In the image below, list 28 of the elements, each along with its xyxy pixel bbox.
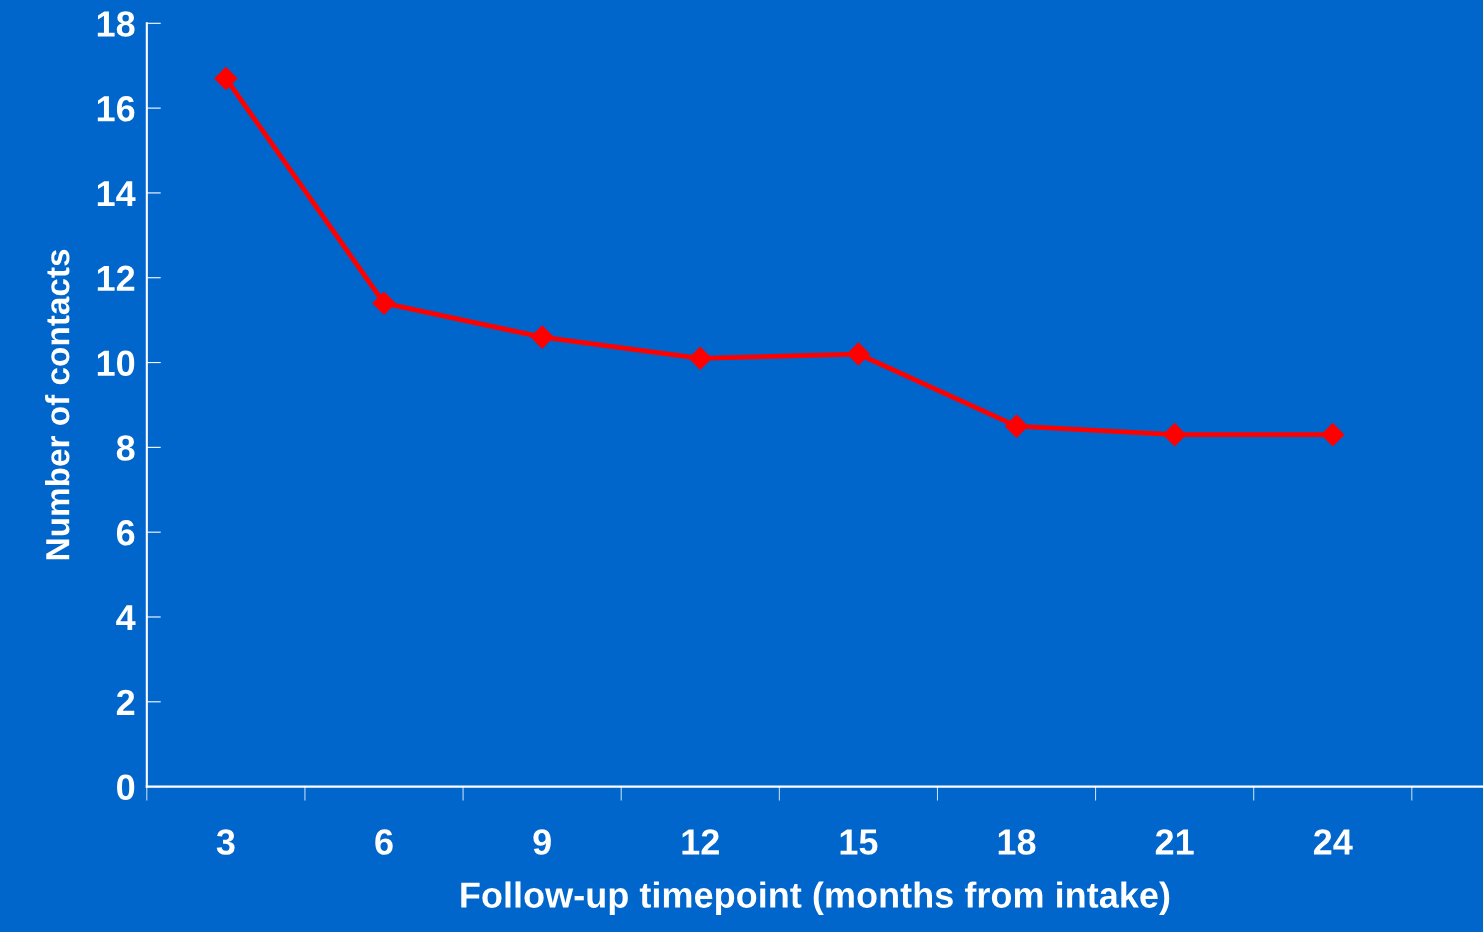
x-tick-label: 9 — [533, 829, 551, 855]
y-tick-label: 18 — [97, 11, 135, 37]
point — [846, 342, 870, 366]
x-tick-label: 18 — [998, 829, 1036, 855]
x-tick-label: 24 — [1313, 829, 1353, 855]
x-axis-title: Follow-up timepoint (months from intake) — [461, 881, 1170, 916]
y-tick-label: 4 — [116, 605, 136, 631]
x-tick-label: 3 — [216, 829, 235, 855]
point — [372, 291, 396, 315]
y-tick-label: 16 — [97, 95, 135, 122]
y-tick-label: 10 — [97, 350, 135, 376]
y-tick-label: 8 — [116, 435, 135, 461]
point — [1321, 423, 1345, 447]
point — [688, 346, 712, 370]
y-tick-label: 2 — [116, 689, 135, 715]
y-tick-label: 12 — [97, 265, 135, 291]
y-tick-label: 14 — [97, 181, 136, 207]
point — [530, 325, 554, 349]
point — [1163, 423, 1187, 447]
y-axis-title: Number of contacts — [45, 249, 70, 560]
y-tick-label: 0 — [117, 774, 135, 801]
y-tick-label: 6 — [116, 520, 135, 546]
x-tick-label: 6 — [375, 829, 393, 855]
point — [1005, 414, 1029, 438]
point — [214, 66, 238, 90]
x-tick-label: 21 — [1155, 829, 1194, 855]
x-tick-label: 12 — [682, 829, 719, 855]
x-tick-label: 15 — [840, 829, 878, 855]
